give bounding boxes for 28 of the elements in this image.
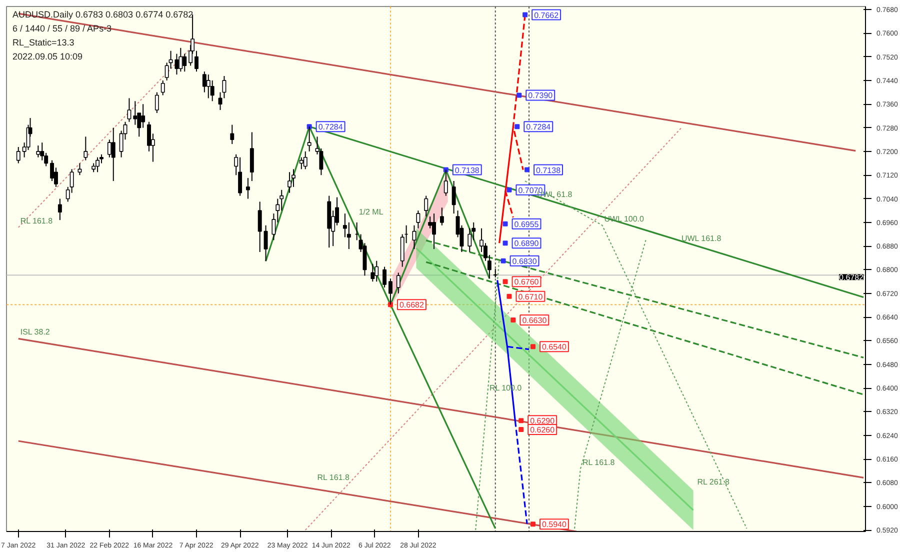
annotation: RL_Static=13.3 xyxy=(12,38,74,48)
data-label: 0.6830 xyxy=(512,256,538,266)
data-label: 0.6710 xyxy=(518,292,544,302)
annotation: UWL 161.8 xyxy=(681,234,722,244)
annotation: 1/2 ML xyxy=(358,208,384,217)
annotation: AUDUSD.Daily 0.6783 0.6803 0.6774 0.6782 xyxy=(12,10,194,20)
annotation: 2022.09.05 10:09 xyxy=(12,52,83,62)
annotation: RL 161.8 xyxy=(582,458,616,467)
data-label: 0.7390 xyxy=(528,91,554,100)
data-label: 0.6290 xyxy=(530,416,556,426)
ref-line-label: 0.6782 xyxy=(839,273,864,282)
data-label: 0.7662 xyxy=(534,10,560,20)
data-label: 0.7284 xyxy=(318,122,344,132)
data-label: 0.6630 xyxy=(522,316,548,326)
annotation: ISL 38.2 xyxy=(20,328,50,337)
data-label: 0.7138 xyxy=(536,166,562,175)
data-label: 0.6682 xyxy=(399,300,424,310)
data-label: 0.5940 xyxy=(542,520,568,530)
data-label: 0.6760 xyxy=(514,278,540,287)
data-label: 0.6260 xyxy=(530,425,556,434)
annotation: RL 161.8 xyxy=(317,473,350,482)
annotation: RL 261.8 xyxy=(697,478,730,487)
data-label: 0.7284 xyxy=(526,122,552,132)
annotation: RL 161.8 xyxy=(20,216,54,226)
data-label: 0.6955 xyxy=(514,220,540,229)
data-label: 0.6540 xyxy=(542,342,568,352)
data-label: 0.7138 xyxy=(454,166,480,175)
data-label: 0.6890 xyxy=(514,239,540,248)
